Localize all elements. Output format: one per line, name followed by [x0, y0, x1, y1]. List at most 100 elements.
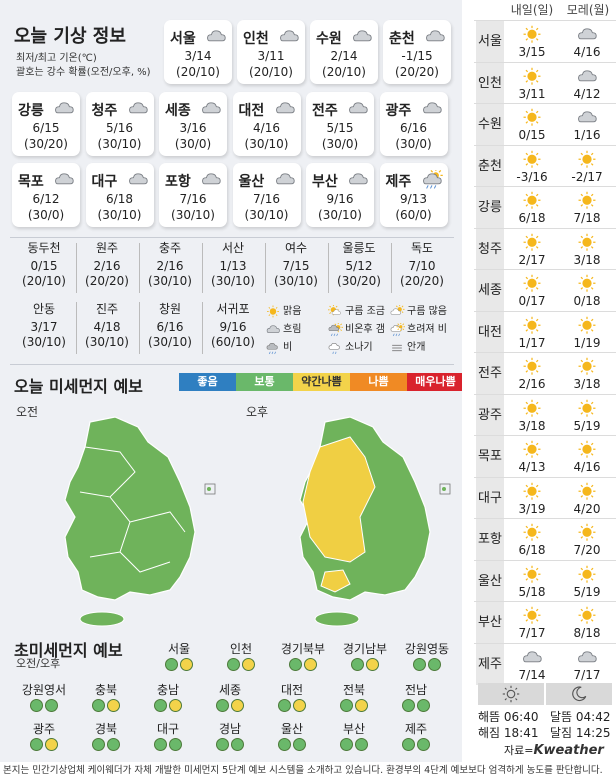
fine-region: 광주 — [13, 720, 75, 755]
city-name: 청주 — [91, 103, 118, 119]
small-city-서산: 서산 1/13 (30/10) — [202, 241, 264, 289]
pm-label: 오후 — [246, 405, 269, 419]
cloud-icon — [578, 650, 597, 662]
city-card-부산: 부산 9/16 (30/10) — [306, 163, 374, 227]
small-city-temp: 5/12 — [345, 259, 373, 273]
day1-temp: 2/16 — [518, 377, 546, 391]
city-name: 대구 — [91, 174, 118, 190]
city-rain: (30/10) — [244, 137, 289, 151]
cloud-icon — [426, 30, 445, 42]
pm-dot — [169, 738, 182, 751]
fine-region: 경기남부 — [334, 640, 396, 675]
cloud-icon — [55, 102, 74, 114]
day2-temp: 0/18 — [573, 294, 601, 308]
weekly-city: 광주 — [476, 394, 504, 436]
city-card-전주: 전주 5/15 (30/0) — [306, 92, 374, 156]
city-name: 수원 — [316, 31, 342, 47]
small-city-rain: (20/20) — [400, 274, 444, 288]
day2-header: 모레(월) — [566, 3, 610, 17]
weekly-city: 전주 — [476, 353, 504, 394]
legend-label: 소나기 — [345, 342, 373, 353]
day1-temp: 6/18 — [518, 543, 546, 557]
weekly-row: 광주 3/18 5/19 — [474, 393, 616, 436]
fine-region: 충남 — [137, 681, 199, 716]
pm-dot — [107, 738, 120, 751]
small-city-rain: (30/10) — [148, 335, 192, 349]
city-rain: (30/0) — [395, 137, 432, 151]
legend-item: 안개 — [389, 338, 425, 353]
small-city-동두천: 동두천 0/15 (20/10) — [13, 241, 75, 289]
city-temp: 4/16 — [253, 121, 280, 135]
weekly-row: 울산 5/18 5/19 — [474, 559, 616, 602]
city-temp: 6/16 — [400, 121, 427, 135]
day2-temp: 4/16 — [573, 45, 601, 59]
legend-item: 구름 조금 — [327, 302, 385, 317]
city-card-세종: 세종 3/16 (30/0) — [159, 92, 227, 156]
city-temp: 6/15 — [32, 121, 60, 135]
legend-label: 흐림 — [283, 324, 302, 335]
small-city-충주: 충주 2/16 (30/10) — [139, 241, 201, 289]
weekly-row: 부산 7/17 8/18 — [474, 601, 616, 643]
weekly-row: 목포 4/13 4/16 — [474, 435, 616, 477]
rain-icon — [266, 343, 278, 355]
cloud-icon — [207, 30, 226, 42]
sun-icon — [578, 150, 596, 168]
small-city-temp: 6/16 — [156, 320, 184, 334]
weekly-row: 전주 2/16 3/18 — [474, 352, 616, 394]
sun-outline-icon — [502, 685, 520, 703]
small-city-창원: 창원 6/16 (30/10) — [139, 302, 201, 350]
day1-temp: 3/11 — [518, 86, 546, 101]
fine-region-name: 강원영동 — [404, 642, 450, 656]
am-dot — [278, 738, 291, 751]
pm-dot — [355, 699, 368, 712]
sun-icon — [578, 523, 596, 541]
weekly-city: 부산 — [476, 602, 504, 643]
legend-label: 비온후 갬 — [345, 324, 385, 335]
city-name: 대전 — [238, 103, 265, 119]
day1-temp: 6/18 — [518, 211, 546, 225]
weekly-city: 포항 — [476, 519, 504, 560]
sun-icon — [523, 108, 541, 126]
day1-temp: 5/18 — [518, 584, 546, 599]
day1-temp: 0/15 — [518, 128, 546, 142]
sun-box — [478, 683, 544, 705]
city-name: 인천 — [243, 31, 269, 47]
sun-icon — [523, 150, 541, 168]
cloud-icon — [275, 173, 295, 185]
fine-region-name: 대구 — [156, 722, 180, 736]
page-title: 오늘 기상 정보 — [14, 26, 126, 47]
weekly-row: 대구 3/19 4/20 — [474, 476, 616, 519]
fine-region-name: 충남 — [156, 683, 180, 697]
small-city-name: 창원 — [158, 302, 182, 316]
cloud-icon — [353, 30, 372, 42]
sun-icon — [523, 233, 541, 251]
fine-region: 세종 — [199, 681, 261, 716]
city-card-울산: 울산 7/16 (30/10) — [232, 163, 301, 227]
city-name: 세종 — [165, 103, 191, 119]
am-dot — [402, 699, 415, 712]
legend-label: 비 — [283, 342, 293, 353]
city-temp: 6/18 — [106, 192, 133, 206]
city-name: 제주 — [385, 174, 412, 190]
sun-icon — [523, 274, 541, 292]
sun-icon — [578, 274, 596, 292]
cloud-icon — [128, 102, 148, 114]
day1-temp: 0/17 — [518, 294, 546, 308]
weekly-city: 강릉 — [476, 187, 504, 228]
city-rain: (20/20) — [395, 65, 439, 79]
city-rain: (30/20) — [24, 137, 68, 151]
fine-region-name: 광주 — [32, 722, 56, 736]
city-name: 춘천 — [389, 31, 415, 47]
city-rain: (20/10) — [322, 65, 366, 79]
city-rain: (30/10) — [97, 208, 142, 222]
city-card-제주: 제주 9/13 (60/0) — [379, 163, 448, 227]
city-temp: 5/15 — [326, 121, 354, 135]
city-rain: (30/0) — [321, 137, 359, 151]
weekly-row: 대전 1/17 1/19 — [474, 310, 616, 353]
small-city-temp: 9/16 — [219, 320, 247, 334]
pm-dot — [180, 658, 193, 671]
legend-label: 안개 — [407, 342, 426, 353]
weekly-row: 서울 3/15 4/16 — [474, 20, 616, 62]
fine-region-name: 충북 — [94, 683, 118, 697]
pm-dot — [231, 699, 244, 712]
